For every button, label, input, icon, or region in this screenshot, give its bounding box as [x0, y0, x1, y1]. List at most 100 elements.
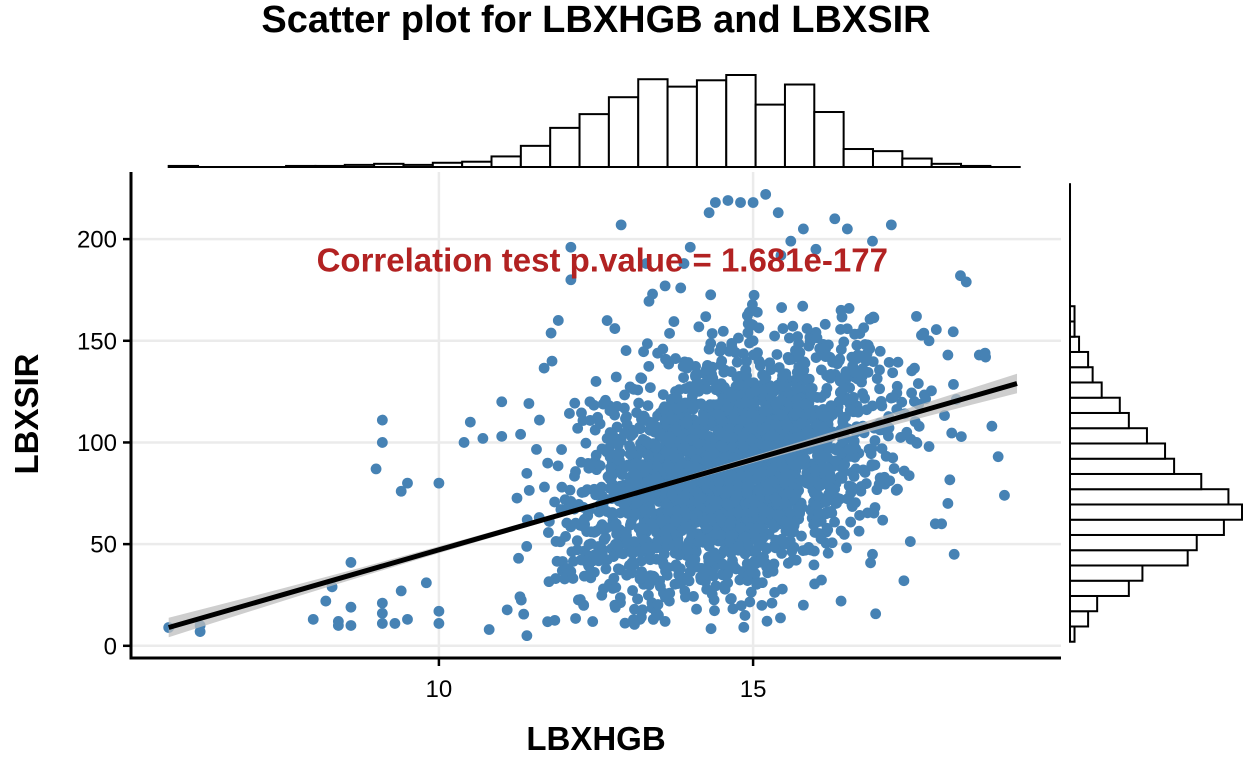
data-point [741, 487, 753, 499]
data-point [662, 506, 674, 518]
data-point [511, 492, 523, 504]
data-point [892, 483, 903, 495]
data-point [635, 372, 647, 384]
data-point [856, 371, 868, 382]
data-point [724, 422, 736, 434]
data-point [593, 506, 605, 518]
data-point [831, 497, 842, 509]
data-point [670, 424, 682, 435]
histogram-bar-y [1069, 594, 1099, 613]
data-point [637, 604, 648, 616]
right-histogram [1069, 183, 1243, 643]
correlation-annotation: Correlation test p.value = 1.681e-177 [317, 242, 888, 279]
data-point [660, 446, 672, 458]
data-point [635, 459, 647, 471]
y-tick-label: 100 [77, 430, 117, 457]
data-point [874, 345, 886, 357]
data-point [663, 431, 675, 443]
data-point [992, 451, 1004, 463]
data-point [549, 496, 561, 508]
data-point [770, 534, 782, 546]
data-point [546, 355, 558, 367]
data-point [715, 341, 727, 353]
data-point [402, 613, 413, 625]
data-point [748, 349, 760, 361]
data-point [769, 330, 780, 342]
data-point [777, 371, 789, 383]
data-point [701, 383, 713, 395]
data-point [766, 597, 778, 609]
data-point [638, 523, 650, 535]
data-point [799, 430, 811, 441]
y-axis-title: LBXSIR [8, 353, 45, 474]
data-point [867, 356, 879, 367]
data-point [816, 574, 827, 586]
data-point [521, 467, 533, 479]
data-point [576, 487, 588, 498]
data-point [730, 347, 741, 358]
histogram-bar-y [1069, 350, 1090, 369]
data-point [861, 404, 873, 416]
data-point [776, 547, 788, 559]
data-point [775, 394, 787, 406]
data-point [735, 197, 746, 208]
data-point [942, 349, 954, 361]
data-point [651, 460, 663, 472]
top-histogram [167, 74, 1021, 169]
data-point [477, 432, 489, 444]
data-point [841, 223, 853, 235]
data-point [731, 356, 743, 368]
data-point [620, 345, 632, 356]
data-point [833, 355, 845, 367]
data-point [376, 607, 388, 619]
data-point [740, 364, 752, 376]
data-point [725, 530, 737, 542]
data-point [920, 393, 932, 405]
data-point [722, 577, 734, 589]
histogram-bar-y [1069, 488, 1230, 506]
data-point [876, 443, 888, 455]
data-point [638, 346, 649, 358]
data-point [833, 396, 845, 408]
data-point [612, 563, 624, 575]
data-point [795, 418, 807, 429]
data-point [626, 546, 638, 558]
data-point [865, 557, 876, 569]
data-point [708, 495, 720, 507]
data-point [748, 289, 760, 301]
data-point [760, 440, 772, 452]
data-point [696, 492, 707, 504]
data-point [745, 586, 757, 598]
data-point [741, 356, 752, 367]
data-point [711, 399, 723, 411]
data-point [556, 481, 568, 493]
data-point [621, 569, 633, 581]
data-point [708, 594, 720, 606]
data-point [849, 451, 861, 463]
data-point [883, 356, 895, 368]
data-point [662, 460, 673, 472]
data-point [867, 548, 878, 560]
data-point [812, 489, 824, 501]
data-point [694, 532, 706, 543]
data-point [822, 463, 834, 475]
data-point [585, 566, 597, 578]
data-point [826, 537, 838, 549]
data-point [822, 495, 834, 506]
data-point [618, 402, 630, 414]
data-point [620, 526, 632, 538]
histogram-bar-y [1069, 518, 1225, 536]
data-point [621, 411, 632, 423]
data-point [376, 618, 388, 629]
data-point [705, 623, 717, 635]
data-point [756, 599, 768, 611]
data-point [955, 431, 967, 442]
data-point [834, 471, 846, 483]
data-point [766, 430, 777, 441]
y-tick-label: 0 [104, 633, 117, 660]
data-point [691, 603, 702, 615]
data-point [681, 416, 693, 428]
data-point [825, 472, 837, 483]
data-point [610, 371, 622, 383]
data-point [615, 219, 627, 231]
